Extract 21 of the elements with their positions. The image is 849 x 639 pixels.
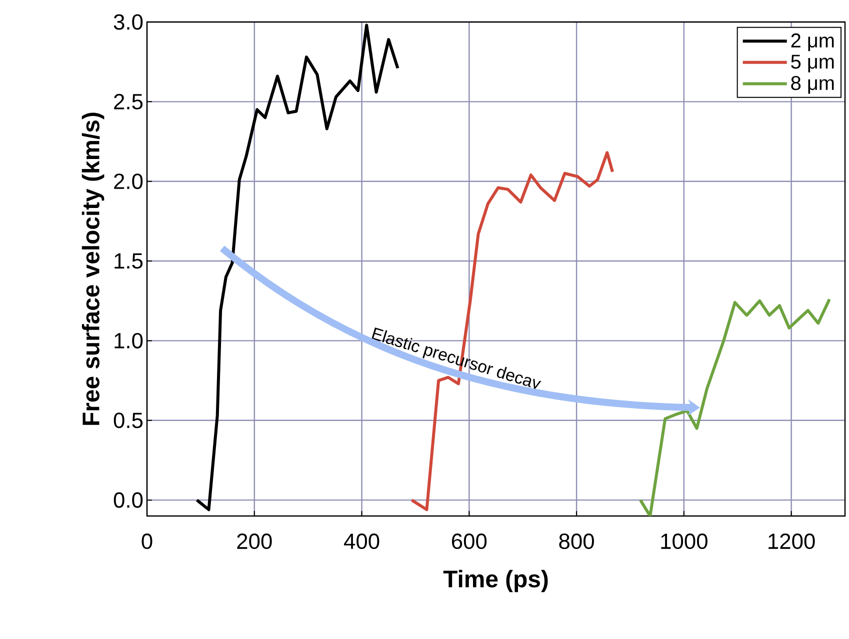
y-tick-label: 1.0: [114, 332, 143, 348]
annotation: Elastic precursor decay: [372, 328, 542, 392]
x-tick-label: 0: [142, 534, 152, 550]
line-series: [638, 298, 831, 516]
legend-label: 5 μm: [791, 54, 834, 72]
legend-label: 8 μm: [791, 76, 834, 94]
y-tick-label: 3.0: [114, 14, 143, 30]
x-tick-label: 600: [452, 534, 487, 550]
x-tick-label: 1200: [768, 534, 815, 550]
x-tick-label: 200: [237, 534, 272, 550]
y-tick-label: 2.5: [114, 94, 143, 110]
y-tick-label: 0.0: [114, 492, 143, 508]
x-tick-label: 1000: [661, 534, 708, 550]
legend-label: 2 μm: [791, 33, 834, 52]
x-tick-label: 400: [344, 534, 380, 550]
y-tick-label: 0.5: [114, 412, 143, 428]
y-tick-label: 1.5: [114, 253, 143, 269]
y-tick-label: 2.0: [114, 174, 143, 190]
y-axis-title: Free surface velocity (km/s): [82, 112, 104, 425]
x-axis-title: Time (ps): [443, 570, 548, 592]
x-tick-label: 800: [559, 534, 594, 550]
